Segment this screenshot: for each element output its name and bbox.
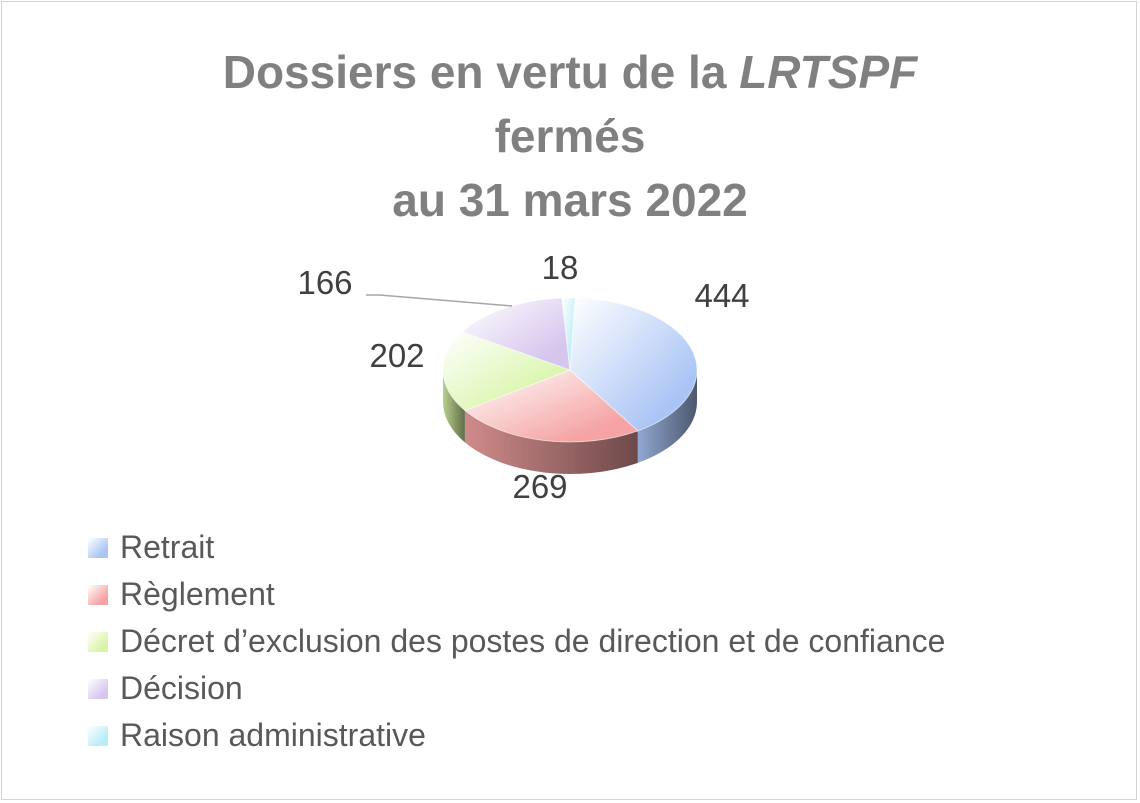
pie-slice-decret	[442, 331, 572, 411]
data-label-raison-administrative: 18	[542, 249, 579, 286]
data-labels: 444 269 202 166 18	[297, 249, 749, 505]
legend-swatch-raison-administrative	[88, 725, 108, 746]
chart-title-emphasis: LRTSPF	[739, 46, 918, 98]
pie-slice-decision	[461, 297, 571, 371]
pie-side-decret	[443, 370, 465, 443]
legend-item-reglement: Règlement	[88, 571, 945, 618]
legend-swatch-decision	[88, 678, 108, 699]
chart-title-line-3: au 31 mars 2022	[392, 174, 748, 226]
legend-label-raison-administrative: Raison administrative	[120, 717, 426, 753]
data-label-decision: 166	[297, 264, 352, 301]
pie-slice-raison-administrative	[561, 297, 576, 371]
legend-label-decret: Décret d’exclusion des postes de directi…	[120, 623, 946, 659]
legend-item-decision: Décision	[88, 665, 945, 712]
pie-slice-reglement	[463, 369, 639, 443]
legend: Retrait Règlement Décret d’exclusion des…	[88, 524, 945, 759]
legend-item-raison-administrative: Raison administrative	[88, 712, 945, 759]
pie-side-reglement	[464, 410, 638, 474]
chart-title-line-2: fermés	[494, 110, 646, 162]
pie-slice-retrait	[569, 297, 698, 432]
legend-label-retrait: Retrait	[120, 529, 215, 565]
legend-item-retrait: Retrait	[88, 524, 945, 571]
leader-line-decision	[366, 294, 513, 307]
chart-title-line-1: Dossiers en vertu de la LRTSPF	[0, 40, 1140, 104]
chart-title-prefix: Dossiers en vertu de la	[222, 46, 740, 98]
legend-label-reglement: Règlement	[120, 576, 275, 612]
legend-label-decision: Décision	[120, 670, 243, 706]
data-label-reglement: 269	[512, 468, 567, 505]
data-label-decret: 202	[369, 337, 424, 374]
pie-slices	[442, 297, 698, 474]
legend-swatch-retrait	[88, 537, 108, 558]
legend-item-decret: Décret d’exclusion des postes de directi…	[88, 618, 945, 665]
legend-swatch-reglement	[88, 584, 108, 605]
chart-title: Dossiers en vertu de la LRTSPF fermés au…	[0, 40, 1140, 232]
data-label-retrait: 444	[694, 277, 749, 314]
legend-swatch-decret	[88, 631, 108, 652]
